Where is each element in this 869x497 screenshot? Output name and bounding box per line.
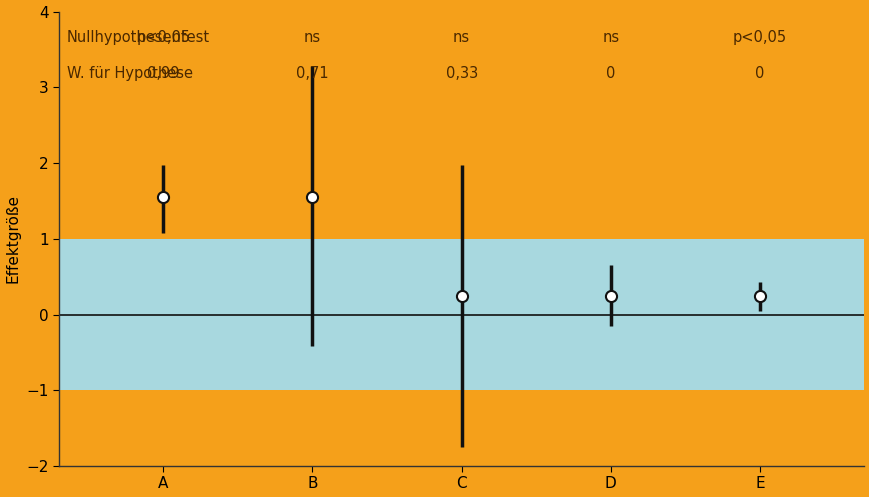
Text: 0: 0 [754, 66, 764, 81]
Text: 0,71: 0,71 [295, 66, 328, 81]
Y-axis label: Effektgröße: Effektgröße [5, 194, 21, 283]
Text: ns: ns [303, 30, 321, 46]
Text: 0: 0 [606, 66, 615, 81]
Text: 0,99: 0,99 [147, 66, 179, 81]
Text: Nullhypothesentest: Nullhypothesentest [67, 30, 209, 46]
Text: ns: ns [601, 30, 619, 46]
Text: 0,33: 0,33 [445, 66, 477, 81]
Text: ns: ns [453, 30, 470, 46]
Text: W. für Hypothese: W. für Hypothese [67, 66, 193, 81]
Text: p<0,05: p<0,05 [136, 30, 190, 46]
Bar [59, 239, 864, 390]
Text: p<0,05: p<0,05 [732, 30, 786, 46]
